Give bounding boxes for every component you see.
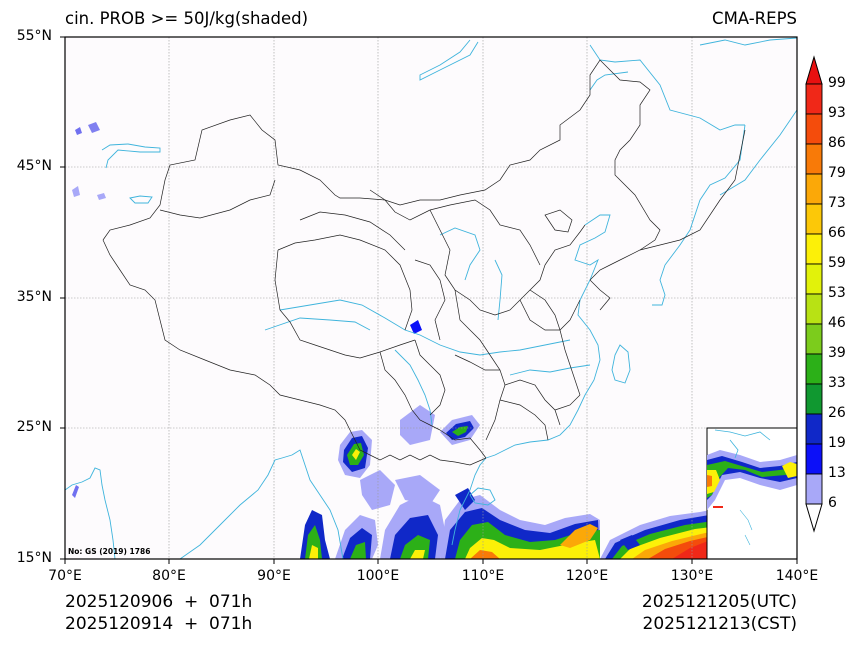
colorbar-segment bbox=[806, 324, 822, 354]
longitude-label: 90°E bbox=[239, 569, 309, 583]
map-approval-number: No: GS (2019) 1786 bbox=[68, 548, 150, 556]
colorbar-level-label: 6 bbox=[828, 496, 837, 510]
colorbar-under-extension bbox=[806, 504, 822, 531]
longitude-label: 140°E bbox=[762, 569, 832, 583]
colorbar-level-label: 59 bbox=[828, 256, 846, 270]
init-time-utc: 2025120906 + 071h bbox=[65, 594, 252, 611]
colorbar-segment bbox=[806, 234, 822, 264]
colorbar-segment bbox=[806, 414, 822, 444]
colorbar-level-label: 93 bbox=[828, 106, 846, 120]
colorbar-segment bbox=[806, 144, 822, 174]
valid-time-cst: 2025121213(CST) bbox=[643, 616, 797, 633]
latitude-label: 45°N bbox=[0, 159, 52, 173]
longitude-label: 80°E bbox=[134, 569, 204, 583]
colorbar-level-label: 79 bbox=[828, 166, 846, 180]
longitude-label: 120°E bbox=[552, 569, 622, 583]
colorbar-segment bbox=[806, 264, 822, 294]
chart-title: cin. PROB >= 50J/kg(shaded) bbox=[65, 11, 308, 28]
latitude-label: 35°N bbox=[0, 290, 52, 304]
longitude-label: 70°E bbox=[30, 569, 100, 583]
latitude-label: 15°N bbox=[0, 551, 52, 565]
colorbar-level-label: 19 bbox=[828, 436, 846, 450]
longitude-label: 130°E bbox=[657, 569, 727, 583]
colorbar-segment bbox=[806, 444, 822, 474]
model-name: CMA-REPS bbox=[712, 11, 797, 28]
colorbar-level-label: 33 bbox=[828, 376, 846, 390]
colorbar-level-label: 39 bbox=[828, 346, 846, 360]
colorbar-level-label: 26 bbox=[828, 406, 846, 420]
colorbar-level-label: 99 bbox=[828, 76, 846, 90]
colorbar-level-label: 46 bbox=[828, 316, 846, 330]
colorbar-segment bbox=[806, 114, 822, 144]
colorbar-level-label: 66 bbox=[828, 226, 846, 240]
latitude-label: 25°N bbox=[0, 420, 52, 434]
init-time-cst: 2025120914 + 071h bbox=[65, 616, 252, 633]
colorbar-over-extension bbox=[806, 57, 822, 84]
valid-time-utc: 2025121205(UTC) bbox=[642, 594, 797, 611]
colorbar-segment bbox=[806, 354, 822, 384]
longitude-label: 110°E bbox=[448, 569, 518, 583]
colorbar-level-label: 86 bbox=[828, 136, 846, 150]
colorbar-segment bbox=[806, 204, 822, 234]
colorbar-segment bbox=[806, 294, 822, 324]
colorbar-segment bbox=[806, 174, 822, 204]
colorbar-level-label: 53 bbox=[828, 286, 846, 300]
colorbar bbox=[806, 57, 822, 531]
colorbar-segment bbox=[806, 384, 822, 414]
south-china-sea-inset bbox=[707, 428, 797, 559]
colorbar-level-label: 13 bbox=[828, 466, 846, 480]
colorbar-level-label: 73 bbox=[828, 196, 846, 210]
colorbar-segment bbox=[806, 474, 822, 504]
longitude-label: 100°E bbox=[343, 569, 413, 583]
latitude-label: 55°N bbox=[0, 29, 52, 43]
colorbar-segment bbox=[806, 84, 822, 114]
